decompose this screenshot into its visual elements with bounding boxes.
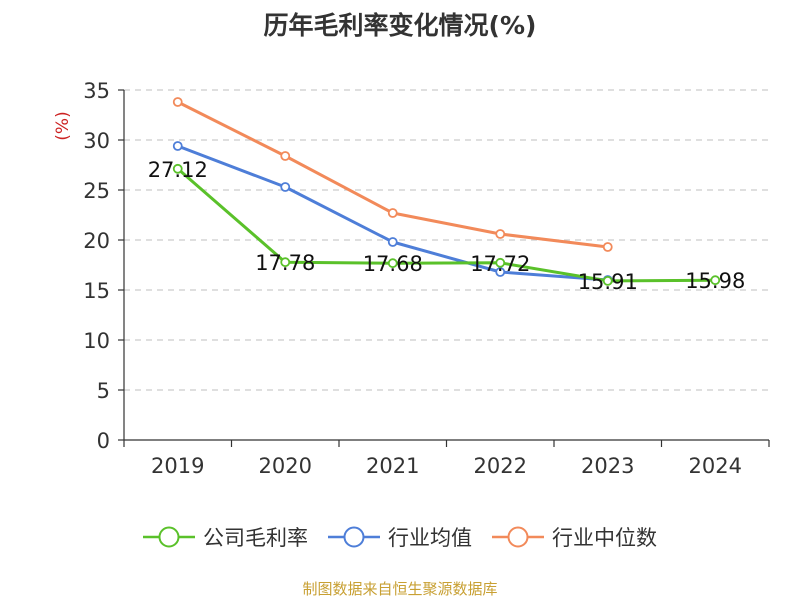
data-point-industry_avg [387, 237, 398, 247]
x-tick-label: 2021 [366, 454, 419, 478]
y-tick-label: 20 [83, 229, 110, 253]
legend-label-industry_avg: 行业均值 [388, 526, 472, 550]
legend-label-company: 公司毛利率 [203, 526, 308, 550]
data-point-industry_median [387, 208, 398, 218]
y-tick-label: 10 [83, 329, 110, 353]
series-line-company [176, 167, 716, 283]
x-tick-label: 2022 [474, 454, 527, 478]
y-tick-label: 0 [97, 429, 110, 453]
x-tick-label: 2023 [581, 454, 634, 478]
chart-title: 历年毛利率变化情况(%) [263, 11, 537, 40]
data-point-company [280, 257, 291, 268]
data-label: 17.68 [363, 252, 423, 276]
data-point-industry_median [172, 97, 183, 107]
y-tick-label: 30 [83, 129, 110, 153]
x-tick-label: 2019 [151, 454, 204, 478]
data-point-industry_median [602, 242, 613, 252]
y-tick-label: 15 [83, 279, 110, 303]
data-point-company [495, 257, 506, 268]
data-label: 27.12 [148, 158, 208, 182]
data-point-industry_median [280, 151, 291, 161]
data-point-company [710, 275, 721, 286]
data-label: 15.91 [578, 270, 638, 294]
x-tick-label: 2024 [689, 454, 742, 478]
legend-marker-company [158, 526, 180, 548]
x-tick-label: 2020 [259, 454, 312, 478]
data-label: 17.72 [470, 252, 530, 276]
data-point-industry_median [495, 229, 506, 239]
y-axis-label: (%) [53, 111, 73, 140]
y-tick-label: 5 [97, 379, 110, 403]
source-note: 制图数据来自恒生聚源数据库 [302, 580, 498, 598]
data-point-industry_avg [495, 267, 506, 277]
data-point-company [387, 258, 398, 269]
data-point-company [172, 163, 183, 174]
y-tick-label: 25 [83, 179, 110, 203]
data-point-industry_avg [280, 182, 291, 192]
y-tick-label: 35 [83, 79, 110, 103]
legend-marker-industry_avg [343, 526, 365, 548]
legend-label-industry_median: 行业中位数 [552, 526, 657, 550]
legend-marker-industry_median [507, 526, 529, 548]
data-label: 17.78 [255, 251, 315, 275]
data-point-company [602, 275, 613, 286]
data-label: 15.98 [685, 269, 745, 293]
data-point-industry_avg [172, 141, 183, 151]
